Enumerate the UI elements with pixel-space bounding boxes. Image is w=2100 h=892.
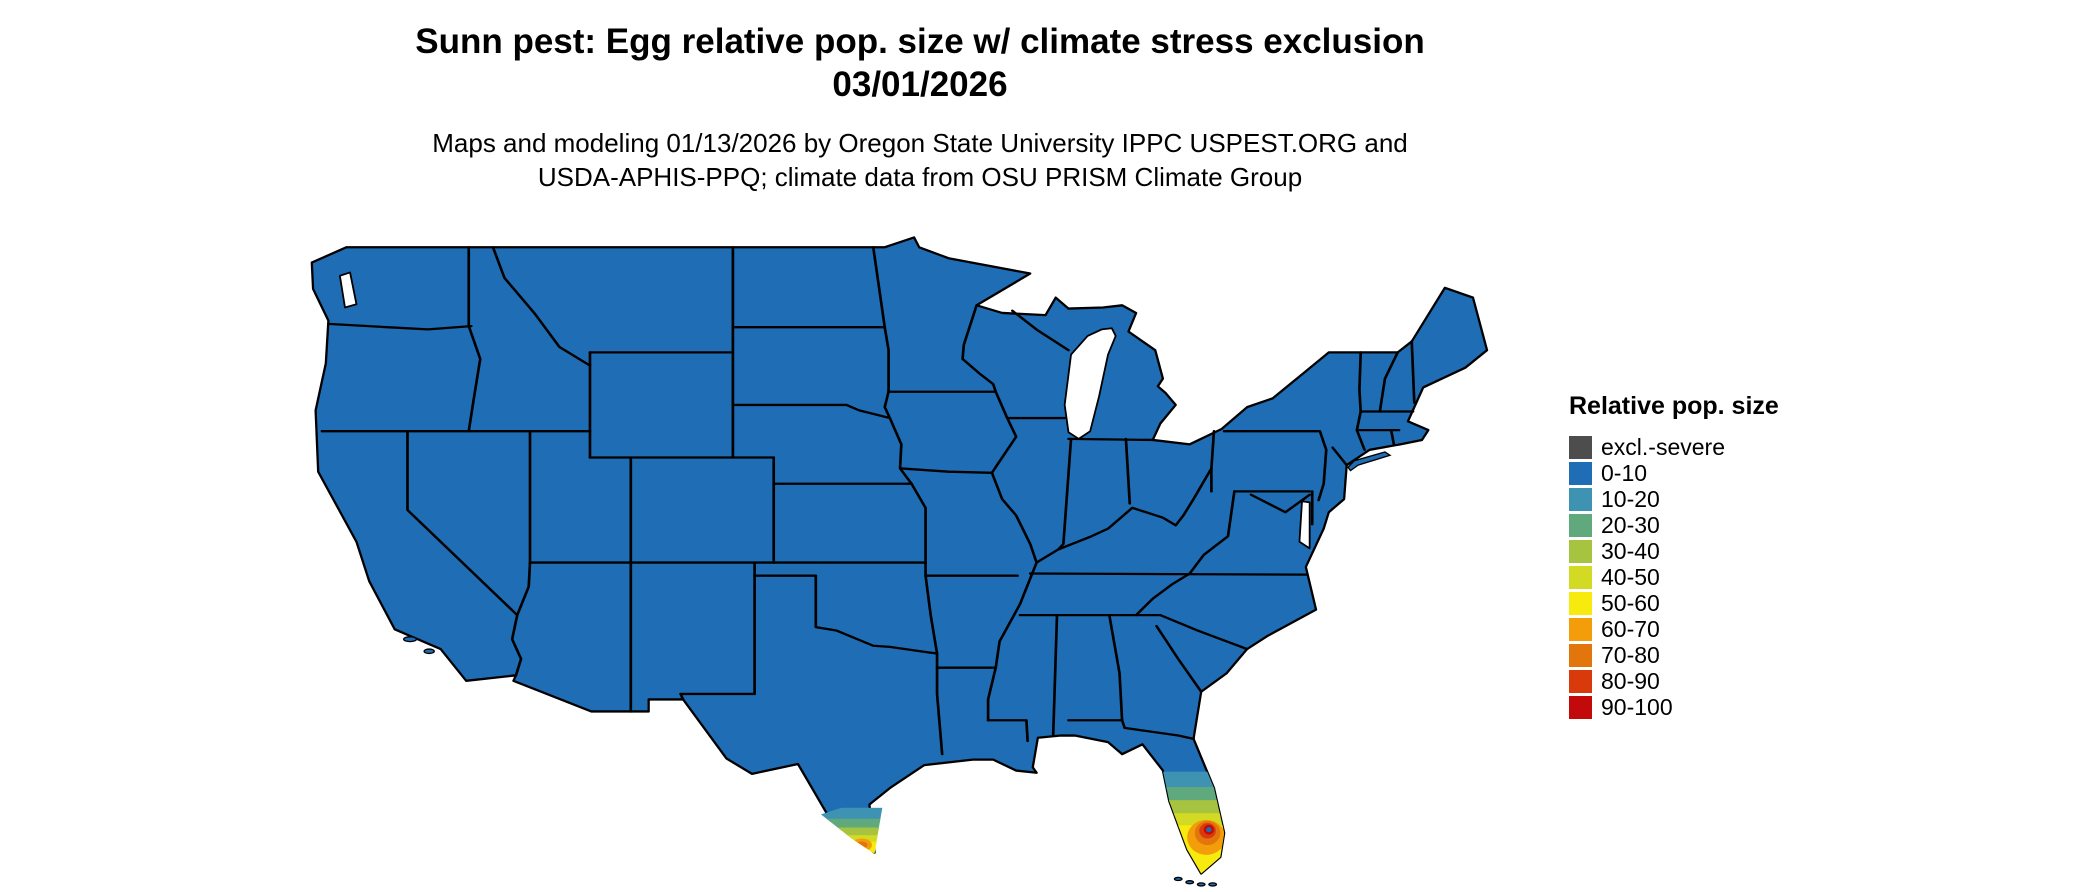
legend-swatch bbox=[1569, 695, 1592, 719]
us-outline bbox=[312, 237, 1487, 873]
lake-okeechobee bbox=[1206, 827, 1212, 833]
legend-item: 0-10 bbox=[1569, 460, 1779, 486]
legend-swatch bbox=[1569, 591, 1592, 615]
florida-keys bbox=[1174, 877, 1216, 886]
page-title: Sunn pest: Egg relative pop. size w/ cli… bbox=[415, 22, 1425, 61]
chesapeake-bay bbox=[1299, 501, 1309, 548]
legend-swatch bbox=[1569, 617, 1592, 641]
legend-swatch bbox=[1569, 565, 1592, 589]
legend-item: 50-60 bbox=[1569, 590, 1779, 616]
puget-sound bbox=[340, 272, 357, 307]
legend-label: 10-20 bbox=[1601, 486, 1660, 512]
legend-item: 80-90 bbox=[1569, 668, 1779, 694]
legend-label: 80-90 bbox=[1601, 668, 1660, 694]
legend-label: 0-10 bbox=[1601, 460, 1648, 486]
legend-swatch bbox=[1569, 435, 1592, 459]
state-borders bbox=[320, 246, 1416, 756]
subtitle-block: Maps and modeling 01/13/2026 by Oregon S… bbox=[0, 126, 1840, 194]
legend-swatch bbox=[1569, 487, 1592, 511]
long-island bbox=[1348, 452, 1390, 471]
legend-label: 70-80 bbox=[1601, 642, 1660, 668]
legend: Relative pop. size excl.-severe 0-10 10-20… bbox=[1569, 392, 1779, 720]
legend-item: 90-100 bbox=[1569, 694, 1779, 720]
legend-item: excl.-severe bbox=[1569, 434, 1779, 460]
legend-label: 20-30 bbox=[1601, 512, 1660, 538]
texas-hotspot bbox=[820, 807, 887, 854]
legend-item: 30-40 bbox=[1569, 538, 1779, 564]
legend-swatch bbox=[1569, 461, 1592, 485]
us-map bbox=[285, 221, 1510, 891]
header: Sunn pest: Egg relative pop. size w/ cli… bbox=[0, 20, 1840, 194]
legend-label: 60-70 bbox=[1601, 616, 1660, 642]
legend-item: 40-50 bbox=[1569, 564, 1779, 590]
page-title-date: 03/01/2026 bbox=[832, 65, 1008, 104]
legend-swatch bbox=[1569, 513, 1592, 537]
channel-islands bbox=[404, 637, 435, 654]
legend-item: 70-80 bbox=[1569, 642, 1779, 668]
legend-label: 90-100 bbox=[1601, 694, 1673, 720]
florida-hotspot bbox=[1146, 771, 1225, 874]
legend-swatch bbox=[1569, 669, 1592, 693]
legend-label: 30-40 bbox=[1601, 538, 1660, 564]
legend-title: Relative pop. size bbox=[1569, 392, 1779, 420]
subtitle-credits-2: USDA-APHIS-PPQ; climate data from OSU PR… bbox=[537, 162, 1303, 192]
legend-items: excl.-severe 0-10 10-20 20-30 30-40 40-50 50-6… bbox=[1569, 434, 1779, 720]
legend-item: 20-30 bbox=[1569, 512, 1779, 538]
legend-label: 50-60 bbox=[1601, 590, 1660, 616]
legend-label: 40-50 bbox=[1601, 564, 1660, 590]
legend-swatch bbox=[1569, 643, 1592, 667]
legend-label: excl.-severe bbox=[1601, 434, 1725, 460]
lake-michigan bbox=[1065, 328, 1116, 439]
map-canvas bbox=[285, 221, 1510, 891]
legend-item: 10-20 bbox=[1569, 486, 1779, 512]
legend-swatch bbox=[1569, 539, 1592, 563]
subtitle-credits: Maps and modeling 01/13/2026 by Oregon S… bbox=[432, 128, 1408, 158]
legend-item: 60-70 bbox=[1569, 616, 1779, 642]
